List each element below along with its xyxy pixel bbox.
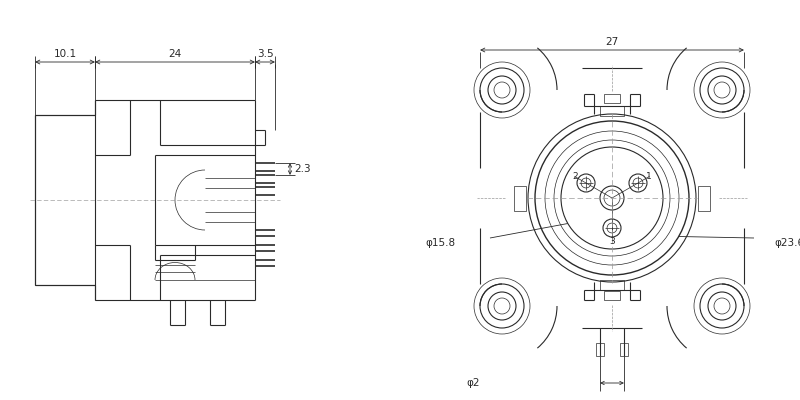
Text: 24: 24: [168, 49, 182, 59]
Text: 3: 3: [609, 236, 615, 246]
Text: φ15.8: φ15.8: [425, 238, 455, 248]
Text: φ2: φ2: [466, 378, 480, 388]
Text: 10.1: 10.1: [54, 49, 77, 59]
Bar: [514, 186, 526, 211]
Bar: [596, 343, 604, 356]
Text: 1: 1: [646, 172, 652, 181]
Text: φ23.6: φ23.6: [774, 238, 800, 248]
Bar: [620, 343, 628, 356]
Bar: [600, 106, 624, 116]
Bar: [604, 94, 620, 103]
Text: 2.3: 2.3: [294, 164, 310, 174]
Bar: [604, 291, 620, 300]
Text: 2: 2: [572, 172, 578, 181]
Text: 27: 27: [606, 37, 618, 47]
Text: 3.5: 3.5: [257, 49, 274, 59]
Bar: [600, 280, 624, 290]
Bar: [698, 186, 710, 211]
